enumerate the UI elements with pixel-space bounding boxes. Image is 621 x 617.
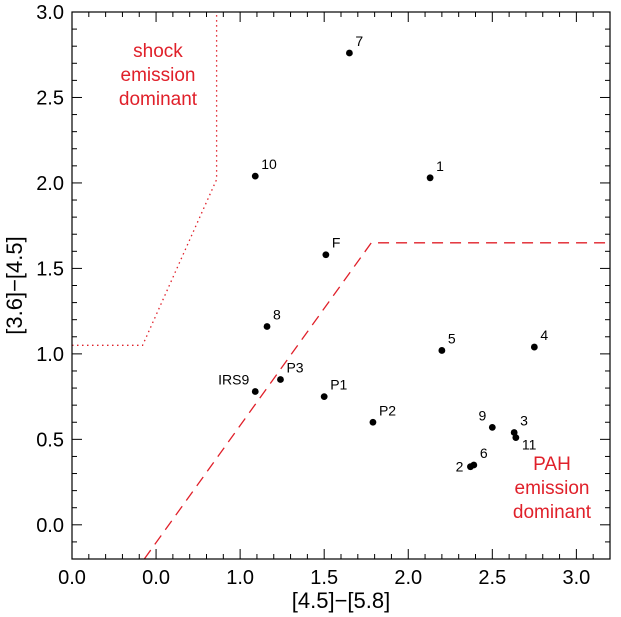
point-label: 6 bbox=[480, 445, 488, 461]
x-tick-label: 2.5 bbox=[478, 567, 506, 589]
point-label: P1 bbox=[330, 377, 347, 393]
shock-annotation-line: shock bbox=[133, 41, 183, 62]
pah-annotation-line: dominant bbox=[513, 502, 592, 523]
point-label: 7 bbox=[355, 33, 363, 49]
x-tick-label: 1.5 bbox=[310, 567, 338, 589]
shock-annotation-line: dominant bbox=[119, 89, 198, 110]
point-label: 5 bbox=[448, 330, 456, 346]
data-point bbox=[251, 172, 259, 180]
point-label: 8 bbox=[273, 307, 281, 323]
pah-boundary-line bbox=[143, 242, 610, 560]
x-tick-label: 0.0 bbox=[142, 567, 170, 589]
y-tick-label: 2.0 bbox=[36, 173, 64, 195]
data-point bbox=[346, 49, 353, 57]
point-label: 11 bbox=[522, 437, 537, 453]
pah-annotation-line: emission bbox=[515, 478, 590, 499]
pah-annotation-line: PAH bbox=[533, 454, 571, 475]
point-label: 1 bbox=[436, 158, 444, 174]
data-point bbox=[320, 393, 328, 401]
y-tick-label: 0.0 bbox=[36, 515, 64, 537]
shock-boundary-line bbox=[72, 12, 218, 346]
x-tick-label: 1.0 bbox=[226, 567, 254, 589]
data-point bbox=[277, 376, 284, 383]
y-tick-label: 1.0 bbox=[36, 344, 64, 366]
data-point bbox=[512, 434, 520, 442]
x-tick-label: 0.0 bbox=[58, 567, 86, 589]
data-points: 7 10 1 F 8 5 4 IRS9 P3 P1 P2 9 3 11 62 bbox=[218, 33, 548, 475]
region-boundaries bbox=[72, 12, 610, 560]
data-point bbox=[263, 323, 271, 330]
data-point bbox=[438, 347, 446, 354]
shock-annotation-line: emission bbox=[121, 65, 196, 86]
axis-ticks: 0.0 0.0 1.0 1.5 2.0 2.5 3.0 0.0 0.5 1.0 1.5 2.0 2.5 3… bbox=[36, 2, 610, 589]
data-point bbox=[426, 174, 434, 182]
point-label: 3 bbox=[520, 413, 528, 429]
y-tick-label: 3.0 bbox=[36, 2, 64, 24]
data-point bbox=[369, 418, 377, 426]
data-point bbox=[488, 423, 496, 431]
data-point bbox=[251, 388, 259, 395]
x-tick-label: 2.0 bbox=[394, 567, 422, 589]
point-label: F bbox=[332, 235, 341, 251]
data-point bbox=[322, 251, 330, 259]
region-annotations: shock emission dominant PAH emission dominant bbox=[119, 41, 592, 523]
data-point bbox=[510, 429, 518, 436]
data-point bbox=[467, 463, 474, 471]
data-point bbox=[530, 343, 538, 351]
point-label: 9 bbox=[479, 407, 487, 423]
x-axis-title: [4.5]−[5.8] bbox=[292, 588, 390, 613]
y-tick-label: 0.5 bbox=[36, 429, 64, 451]
y-axis-title: [3.6]−[4.5] bbox=[2, 236, 27, 334]
point-label: 2 bbox=[456, 459, 464, 475]
y-tick-label: 1.5 bbox=[36, 258, 64, 280]
point-label: IRS9 bbox=[218, 371, 249, 387]
point-label: 4 bbox=[540, 327, 548, 343]
y-tick-label: 2.5 bbox=[36, 87, 64, 109]
point-label: 10 bbox=[261, 156, 277, 172]
point-label: P2 bbox=[379, 402, 396, 418]
point-label: P3 bbox=[286, 360, 303, 376]
x-tick-label: 3.0 bbox=[562, 567, 590, 589]
